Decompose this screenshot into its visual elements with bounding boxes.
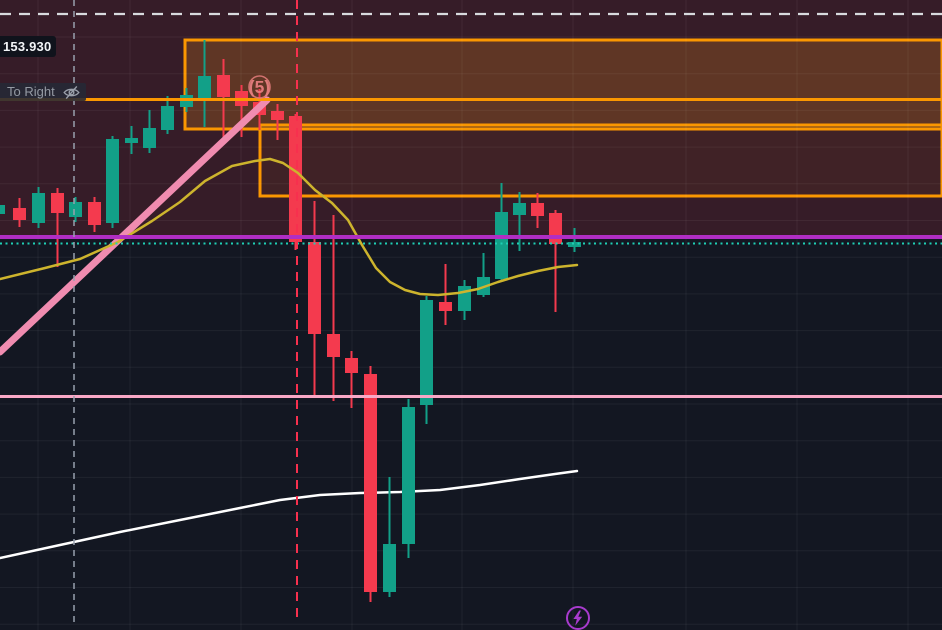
wave-5-circle	[248, 75, 271, 99]
price-label: 153.930	[0, 36, 56, 57]
wave-5-label[interactable]: (5)	[240, 73, 280, 102]
lightning-icon	[566, 606, 590, 630]
visibility-toggle-button[interactable]: To Right	[0, 83, 86, 101]
visibility-toggle-label: To Right	[7, 84, 55, 99]
wave-5-text: (5)	[249, 77, 270, 97]
eye-off-icon	[63, 85, 80, 99]
magic-ai-button[interactable]	[564, 604, 592, 630]
